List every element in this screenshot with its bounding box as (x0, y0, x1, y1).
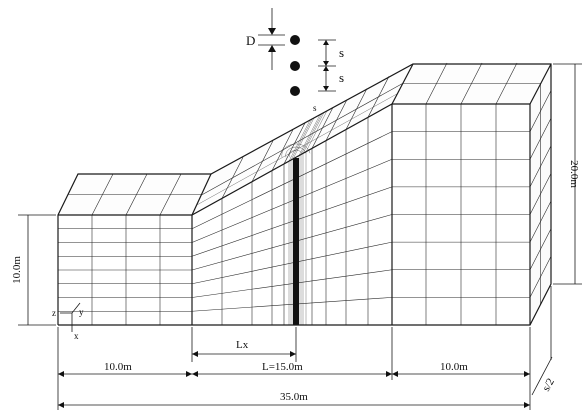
slope-front-face (192, 104, 392, 325)
right-corner-edge (529, 63, 552, 105)
right-height-dimension: 20.0m (553, 63, 582, 285)
pile-circle-3 (290, 86, 300, 96)
right-width-label: 10.0m (440, 361, 468, 373)
sec-arrow-6 (524, 371, 530, 377)
mesh-line-73 (202, 83, 403, 195)
right-height-label: 20.0m (568, 160, 580, 188)
finite-element-mesh (58, 62, 552, 325)
mesh-line-51 (191, 131, 393, 230)
lx-dimension: Lx (191, 327, 297, 362)
depth-label: s/2 (540, 376, 557, 393)
mesh-line-56 (191, 269, 393, 298)
block-outline (57, 63, 552, 326)
axis-x-label: x (74, 331, 79, 341)
pile-shaft (293, 158, 299, 325)
s-arrow-1b (323, 61, 329, 66)
pile-head-arc-1 (285, 146, 307, 158)
mesh-line-54 (191, 214, 393, 271)
left-height-label: 10.0m (11, 256, 23, 284)
pile-head-arc-2 (281, 143, 311, 158)
lx-label: Lx (236, 339, 249, 351)
sec-arrow-3 (192, 371, 198, 377)
spacing-label-1: s (339, 45, 344, 60)
mesh-line-74 (197, 93, 398, 205)
axis-z-label: z (52, 308, 56, 318)
d-arrow-bottom-head (268, 45, 276, 52)
total-arrow-left (58, 402, 64, 408)
s-arrow-1a (323, 40, 329, 45)
s-arrow-2b (323, 86, 329, 91)
axis-y-line (71, 302, 81, 314)
slope-length-label: L=15.0m (262, 361, 303, 373)
slope-toe-edge (191, 173, 212, 216)
total-width-label: 35.0m (280, 391, 308, 403)
slope-crest-edge (391, 63, 414, 105)
diameter-label: D (246, 33, 255, 48)
mesh-line-52 (191, 158, 393, 243)
pile-circle-1 (290, 35, 300, 45)
lx-arrow-right (290, 351, 296, 357)
sec-arrow-5 (392, 371, 398, 377)
lx-arrow-left (192, 351, 198, 357)
pile-head-arc-0 (289, 149, 303, 158)
spacing-label-2: s (339, 70, 344, 85)
pile-row-inset: D s s s (246, 8, 344, 113)
mesh-line-57 (191, 297, 393, 312)
total-width-dimension: 35.0m (58, 391, 530, 408)
slope-top-face (192, 64, 413, 215)
s-arrow-2a (323, 66, 329, 71)
mesh-line-53 (191, 186, 393, 257)
pile (293, 158, 299, 325)
left-width-label: 10.0m (104, 361, 132, 373)
depth-dimension: s/2 (531, 286, 557, 396)
pile-circle-2 (290, 61, 300, 71)
d-arrow-top-head (268, 28, 276, 35)
sec-arrow-2 (186, 371, 192, 377)
sec-arrow-1 (58, 371, 64, 377)
total-arrow-right (524, 402, 530, 408)
axis-y-label: y (79, 307, 84, 317)
axis-triad: z y x (52, 302, 84, 341)
section-dimensions: 10.0m L=15.0m 10.0m (57, 327, 531, 410)
sec-arrow-4 (386, 371, 392, 377)
left-height-dimension: 10.0m (11, 214, 56, 326)
mesh-line-55 (191, 241, 393, 285)
depth-line (531, 356, 553, 396)
spacing-label-near-pile: s (313, 103, 317, 113)
